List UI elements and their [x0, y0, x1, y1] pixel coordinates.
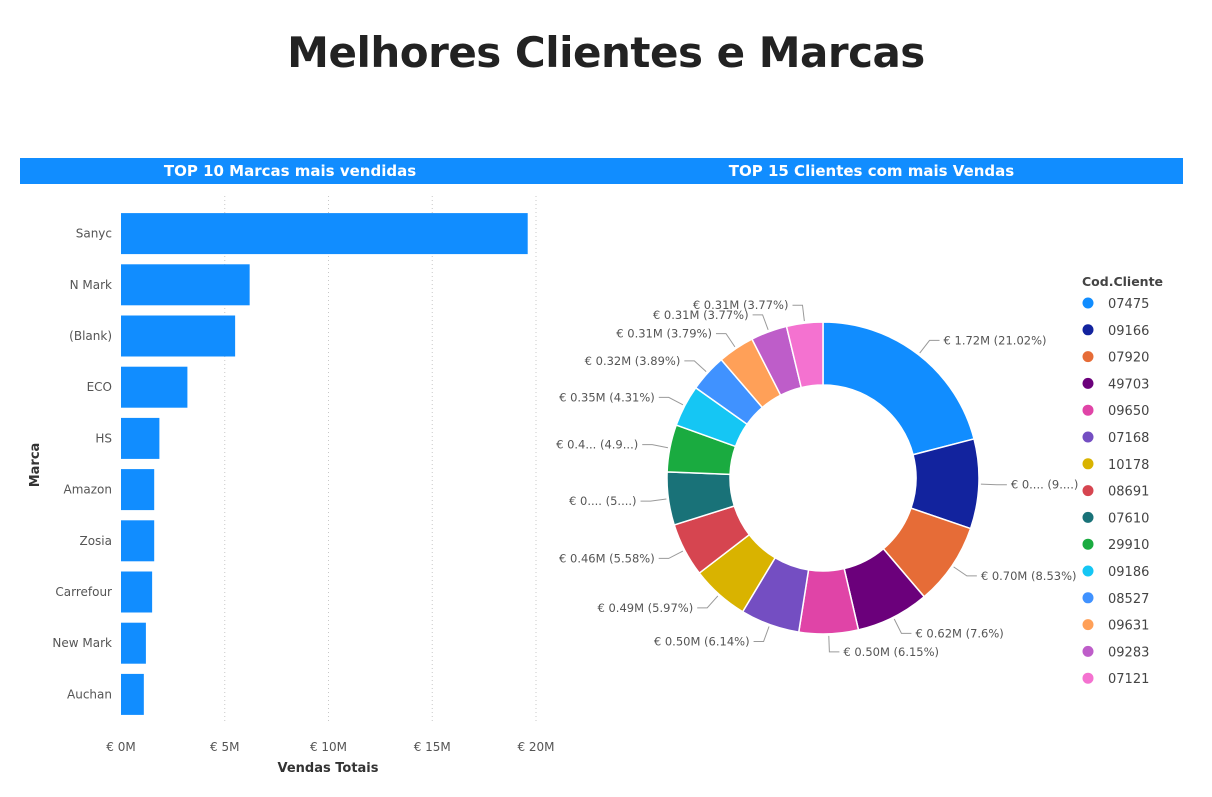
category-label: Sanyc: [76, 227, 112, 241]
leader-line: [715, 333, 736, 348]
legend-marker: [1082, 645, 1094, 657]
bar: [121, 520, 155, 562]
legend-item: 09166: [1108, 324, 1149, 339]
x-tick-label: € 5M: [210, 740, 239, 754]
x-axis-title: Vendas Totais: [277, 761, 378, 776]
leader-line: [658, 550, 684, 559]
data-label: € 0.31M (3.77%): [693, 298, 789, 312]
legend-item: 29910: [1108, 538, 1149, 553]
x-tick-label: € 15M: [414, 740, 451, 754]
legend-marker: [1082, 404, 1094, 416]
data-label: € 0.50M (6.14%): [654, 635, 750, 649]
legend-marker: [1082, 431, 1094, 443]
legend-marker: [1082, 592, 1094, 604]
legend-title: Cod.Cliente: [1082, 274, 1163, 289]
category-label: HS: [95, 431, 112, 445]
legend-marker: [1082, 297, 1094, 309]
legend-item: 09283: [1108, 645, 1149, 660]
bar: [121, 673, 144, 715]
legend-item: 10178: [1108, 458, 1149, 473]
x-tick-label: € 20M: [517, 740, 554, 754]
bar: [121, 469, 155, 511]
bar: [121, 622, 146, 664]
page-title: Melhores Clientes e Marcas: [287, 28, 925, 77]
legend-item: 07475: [1108, 297, 1149, 312]
bar: [121, 366, 188, 408]
category-label: (Blank): [69, 329, 112, 343]
bar-chart-title: TOP 10 Marcas mais vendidas: [20, 158, 560, 184]
legend-item: 07920: [1108, 351, 1149, 366]
data-label: € 0.32M (3.89%): [585, 354, 681, 368]
leader-line: [753, 626, 770, 643]
leader-line: [893, 618, 912, 634]
category-label: Auchan: [67, 687, 112, 701]
category-label: Amazon: [64, 483, 113, 497]
leader-line: [752, 314, 769, 330]
leader-line: [792, 304, 805, 322]
legend-marker: [1082, 324, 1094, 336]
data-label: € 0.31M (3.79%): [616, 327, 712, 341]
data-label: € 0.... (9....): [1011, 478, 1078, 492]
legend-marker: [1082, 351, 1094, 363]
leader-line: [828, 635, 840, 653]
bar: [121, 213, 528, 255]
leader-line: [980, 483, 1007, 486]
data-label: € 0.46M (5.58%): [559, 551, 655, 565]
leader-line: [642, 444, 669, 449]
legend-item: 08691: [1108, 485, 1149, 500]
data-label: € 0.4... (4.9...): [556, 438, 638, 452]
leader-line: [658, 396, 684, 406]
category-label: N Mark: [70, 278, 112, 292]
leader-line: [919, 339, 940, 354]
x-tick-label: € 0M: [106, 740, 135, 754]
legend-marker: [1082, 538, 1094, 550]
legend-item: 07121: [1108, 672, 1149, 687]
bar: [121, 264, 250, 306]
bar: [121, 315, 236, 357]
data-label: € 0.31M (3.77%): [653, 308, 749, 322]
leader-line: [684, 360, 707, 373]
donut-slice: [785, 321, 824, 389]
legend-marker: [1082, 511, 1094, 523]
category-label: New Mark: [52, 636, 112, 650]
data-label: € 0.... (5....): [569, 494, 636, 508]
legend-item: 09631: [1108, 619, 1149, 634]
data-label: € 1.72M (21.02%): [944, 333, 1047, 347]
legend-marker: [1082, 485, 1094, 497]
legend-marker: [1082, 565, 1094, 577]
category-label: Carrefour: [55, 585, 112, 599]
bar-chart: Sanyc N Mark (Blank) ECO HS Amazon Zosia Carref…: [28, 196, 555, 776]
data-label: € 0.62M (7.6%): [915, 626, 1003, 640]
bar: [121, 571, 153, 613]
legend-item: 09186: [1108, 565, 1149, 580]
bar: [121, 417, 160, 459]
legend-marker: [1082, 672, 1094, 684]
leader-line: [640, 498, 667, 502]
legend-marker: [1082, 619, 1094, 631]
legend-marker: [1082, 458, 1094, 470]
data-label: € 0.70M (8.53%): [981, 569, 1077, 583]
legend-item: 08527: [1108, 592, 1149, 607]
legend-item: 09650: [1108, 404, 1149, 419]
donut-chart-title: TOP 15 Clientes com mais Vendas: [560, 158, 1183, 184]
legend-item: 07168: [1108, 431, 1149, 446]
data-label: € 0.49M (5.97%): [598, 601, 694, 615]
legend-marker: [1082, 377, 1094, 389]
y-axis-title: Marca: [28, 443, 43, 488]
category-label: Zosia: [79, 534, 112, 548]
leader-line: [953, 566, 977, 577]
data-label: € 0.35M (4.31%): [559, 390, 655, 404]
category-label: ECO: [87, 380, 112, 394]
legend-item: 07610: [1108, 511, 1149, 526]
x-tick-label: € 10M: [310, 740, 347, 754]
leader-line: [697, 595, 719, 609]
data-label: € 0.50M (6.15%): [843, 645, 939, 659]
legend-item: 49703: [1108, 377, 1149, 392]
